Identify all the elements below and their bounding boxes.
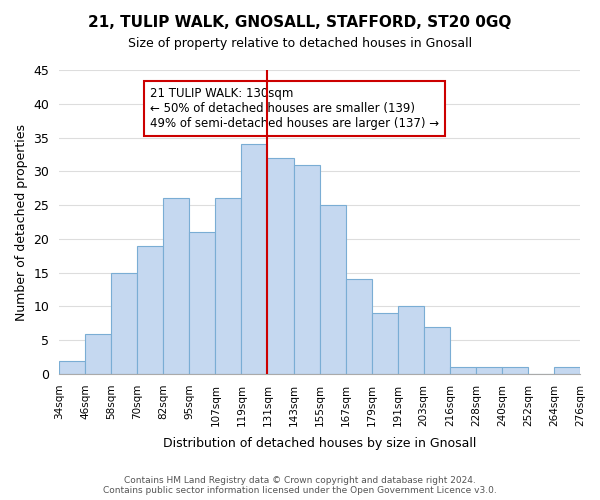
Bar (424, 326, 450, 374)
Bar (554, 368, 580, 374)
Bar (398, 306, 424, 374)
Text: 21, TULIP WALK, GNOSALL, STAFFORD, ST20 0GQ: 21, TULIP WALK, GNOSALL, STAFFORD, ST20 … (88, 15, 512, 30)
Bar (215, 198, 241, 374)
Bar (163, 198, 190, 374)
Y-axis label: Number of detached properties: Number of detached properties (15, 124, 28, 320)
Bar (268, 158, 293, 374)
Text: 21 TULIP WALK: 130sqm
← 50% of detached houses are smaller (139)
49% of semi-det: 21 TULIP WALK: 130sqm ← 50% of detached … (151, 87, 439, 130)
X-axis label: Distribution of detached houses by size in Gnosall: Distribution of detached houses by size … (163, 437, 476, 450)
Bar (346, 280, 371, 374)
Text: Contains HM Land Registry data © Crown copyright and database right 2024.
Contai: Contains HM Land Registry data © Crown c… (103, 476, 497, 495)
Bar (476, 368, 502, 374)
Bar (293, 164, 320, 374)
Bar (371, 313, 398, 374)
Bar (190, 232, 215, 374)
Bar (241, 144, 268, 374)
Bar (111, 272, 137, 374)
Bar (59, 360, 85, 374)
Text: Size of property relative to detached houses in Gnosall: Size of property relative to detached ho… (128, 38, 472, 51)
Bar (137, 246, 163, 374)
Bar (85, 334, 111, 374)
Bar (450, 368, 476, 374)
Bar (320, 205, 346, 374)
Bar (502, 368, 528, 374)
